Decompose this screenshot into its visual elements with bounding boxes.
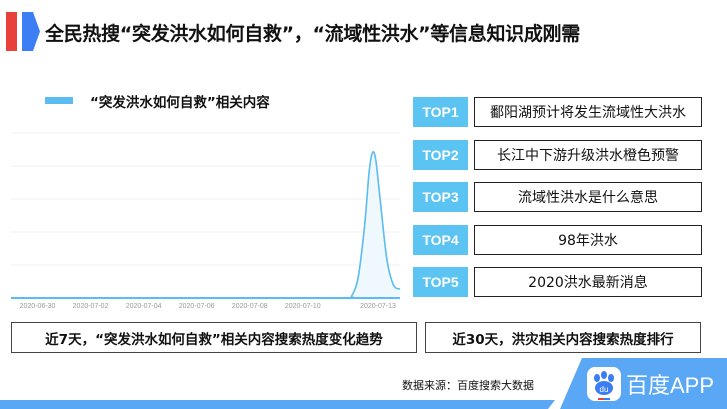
footer-strip — [0, 400, 555, 409]
x-tick-label: 2020-06-30 — [20, 303, 56, 310]
ranking-caption: 近30天，洪灾相关内容搜索热度排行 — [425, 322, 701, 353]
rank-item-text: 长江中下游升级洪水橙色预警 — [474, 139, 702, 170]
rank-badge: TOP1 — [413, 97, 468, 127]
series-line — [10, 151, 401, 300]
rank-badge: TOP5 — [413, 267, 468, 297]
rank-badge: TOP3 — [413, 182, 468, 212]
brand-name: 百度APP — [626, 373, 715, 398]
x-tick-label: 2020-07-10 — [285, 303, 321, 310]
chart-caption: 近7天，“突发洪水如何自救”相关内容搜索热度变化趋势 — [11, 322, 417, 353]
data-source: 数据来源：百度搜索大数据 — [402, 379, 534, 392]
x-tick-label: 2020-07-04 — [126, 303, 162, 310]
svg-text:du: du — [600, 385, 609, 394]
legend-swatch — [45, 97, 73, 104]
rank-item-text: 2020洪水最新消息 — [474, 267, 702, 297]
rank-badge: TOP2 — [413, 139, 468, 170]
series-area — [11, 151, 400, 299]
x-tick-label: 2020-07-02 — [73, 303, 109, 310]
x-tick-label: 2020-07-08 — [232, 303, 268, 310]
rank-badge: TOP4 — [413, 224, 468, 255]
trend-chart: 2020-06-30 2020-07-02 2020-07-04 2020-07-06… — [10, 132, 401, 310]
page-title: 全民热搜“突发洪水如何自救”，“流域性洪水”等信息知识成刚需 — [45, 23, 580, 45]
x-tick-label: 2020-07-06 — [179, 303, 215, 310]
rank-item-text: 98年洪水 — [474, 224, 702, 255]
baidu-paw-logo-icon: du — [587, 367, 621, 401]
rank-item-text: 鄱阳湖预计将发生流域性大洪水 — [474, 97, 702, 127]
rank-item-text: 流域性洪水是什么意思 — [474, 182, 702, 212]
title-accent-red — [6, 12, 17, 51]
x-tick-label: 2020-07-13 — [360, 303, 396, 310]
legend-label: “突发洪水如何自救”相关内容 — [90, 95, 270, 111]
chevron-accent-icon — [22, 12, 40, 51]
